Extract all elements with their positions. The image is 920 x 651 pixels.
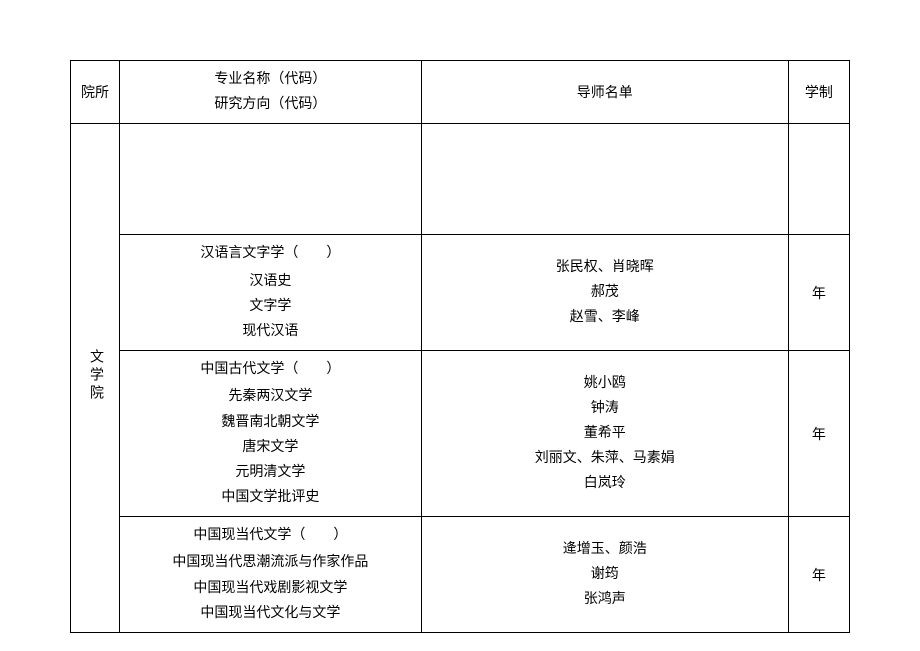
direction-line: 中国现当代戏剧影视文学 <box>124 576 417 601</box>
duration-cell: 年 <box>788 517 849 633</box>
dept-cell: 文学院 <box>71 124 120 633</box>
major-cell: 中国古代文学（ ） 先秦两汉文学 魏晋南北朝文学 唐宋文学 元明清文学 中国文学… <box>119 351 421 517</box>
supervisor-line: 钟涛 <box>426 396 784 421</box>
table-row: 中国现当代文学（ ） 中国现当代思潮流派与作家作品 中国现当代戏剧影视文学 中国… <box>71 517 850 633</box>
supervisor-line: 张民权、肖晓晖 <box>426 255 784 280</box>
document-table-wrap: 院所 专业名称（代码） 研究方向（代码） 导师名单 学制 文学院 汉语言文字学（… <box>0 0 920 633</box>
supervisor-cell: 张民权、肖晓晖 郝茂 赵雪、李峰 <box>421 235 788 351</box>
major-title: 中国古代文学（ ） <box>124 357 417 382</box>
direction-line: 文字学 <box>124 294 417 319</box>
col-header-major-l1: 专业名称（代码） <box>124 67 417 92</box>
major-title: 中国现当代文学（ ） <box>124 523 417 548</box>
direction-line: 魏晋南北朝文学 <box>124 410 417 435</box>
table-row: 中国古代文学（ ） 先秦两汉文学 魏晋南北朝文学 唐宋文学 元明清文学 中国文学… <box>71 351 850 517</box>
supervisor-line: 谢筠 <box>426 562 784 587</box>
direction-line: 元明清文学 <box>124 460 417 485</box>
direction-line: 现代汉语 <box>124 319 417 344</box>
duration-cell-empty <box>788 124 849 235</box>
direction-line: 中国文学批评史 <box>124 485 417 510</box>
direction-line: 中国现当代思潮流派与作家作品 <box>124 550 417 575</box>
supervisor-line: 董希平 <box>426 421 784 446</box>
direction-line: 中国现当代文化与文学 <box>124 601 417 626</box>
table-header-row: 院所 专业名称（代码） 研究方向（代码） 导师名单 学制 <box>71 61 850 124</box>
col-header-major-l2: 研究方向（代码） <box>124 92 417 117</box>
direction-line: 唐宋文学 <box>124 435 417 460</box>
major-cell-empty <box>119 124 421 235</box>
direction-line: 汉语史 <box>124 269 417 294</box>
duration-cell: 年 <box>788 235 849 351</box>
supervisor-line: 逄增玉、颜浩 <box>426 537 784 562</box>
supervisor-cell-empty <box>421 124 788 235</box>
supervisor-cell: 逄增玉、颜浩 谢筠 张鸿声 <box>421 517 788 633</box>
supervisor-line: 刘丽文、朱萍、马素娟 <box>426 446 784 471</box>
program-table: 院所 专业名称（代码） 研究方向（代码） 导师名单 学制 文学院 汉语言文字学（… <box>70 60 850 633</box>
dept-name: 文学院 <box>85 349 105 403</box>
table-row: 汉语言文字学（ ） 汉语史 文字学 现代汉语 张民权、肖晓晖 郝茂 赵雪、李峰 … <box>71 235 850 351</box>
supervisor-line: 张鸿声 <box>426 587 784 612</box>
table-row: 文学院 <box>71 124 850 235</box>
col-header-duration: 学制 <box>788 61 849 124</box>
col-header-supervisor: 导师名单 <box>421 61 788 124</box>
major-title: 汉语言文字学（ ） <box>124 241 417 266</box>
duration-cell: 年 <box>788 351 849 517</box>
col-header-dept: 院所 <box>71 61 120 124</box>
major-cell: 汉语言文字学（ ） 汉语史 文字学 现代汉语 <box>119 235 421 351</box>
supervisor-line: 白岚玲 <box>426 471 784 496</box>
major-cell: 中国现当代文学（ ） 中国现当代思潮流派与作家作品 中国现当代戏剧影视文学 中国… <box>119 517 421 633</box>
supervisor-line: 姚小鸥 <box>426 371 784 396</box>
supervisor-line: 郝茂 <box>426 280 784 305</box>
col-header-major: 专业名称（代码） 研究方向（代码） <box>119 61 421 124</box>
supervisor-cell: 姚小鸥 钟涛 董希平 刘丽文、朱萍、马素娟 白岚玲 <box>421 351 788 517</box>
supervisor-line: 赵雪、李峰 <box>426 305 784 330</box>
direction-line: 先秦两汉文学 <box>124 384 417 409</box>
